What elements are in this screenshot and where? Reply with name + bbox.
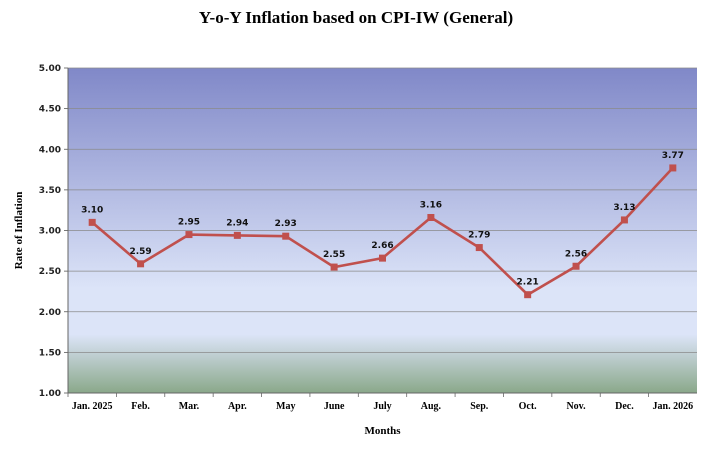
- data-label: 2.21: [517, 278, 539, 288]
- data-label: 3.13: [613, 203, 635, 213]
- data-point: [282, 232, 290, 240]
- x-tick-labels: Jan. 2025 Feb. Mar. Apr. May June July Aug. Sep.…: [67, 393, 694, 412]
- data-label: 2.56: [565, 249, 587, 259]
- y-tick-label: 1.00: [39, 389, 61, 399]
- x-tick-label: Apr.: [228, 401, 247, 412]
- data-point: [620, 216, 628, 224]
- data-label: 3.10: [81, 205, 103, 215]
- chart-title: Y-o-Y Inflation based on CPI-IW (General…: [198, 8, 514, 27]
- data-point: [88, 218, 96, 226]
- data-label: 2.79: [468, 231, 490, 241]
- data-point: [379, 254, 386, 262]
- data-label: 2.93: [275, 219, 297, 229]
- y-tick-labels: 1.00 1.50 2.00 2.50 3.00 3.50 4.00 4.50 5.00: [39, 64, 61, 399]
- y-tick-label: 3.50: [39, 186, 61, 196]
- x-tick-label: Dec.: [615, 401, 634, 412]
- data-point: [669, 164, 677, 172]
- data-point: [330, 263, 338, 271]
- data-label: 2.66: [371, 241, 393, 251]
- y-tick-label: 3.00: [39, 227, 61, 237]
- data-point: [524, 291, 532, 299]
- data-label: 2.55: [323, 250, 345, 260]
- data-point: [572, 262, 580, 270]
- x-tick-label: June: [324, 401, 345, 412]
- data-point: [233, 231, 241, 239]
- x-tick-label: Jan. 2025: [72, 401, 113, 412]
- data-label: 3.16: [420, 201, 442, 211]
- y-axis-title: Rate of Inflation: [13, 192, 25, 270]
- x-tick-label: July: [373, 401, 391, 412]
- data-point: [427, 214, 435, 221]
- data-point: [185, 231, 193, 239]
- x-tick-label: Mar.: [179, 401, 200, 412]
- x-axis-title: Months: [364, 425, 401, 437]
- x-tick-label: Sep.: [470, 401, 489, 412]
- x-tick-label: Aug.: [421, 401, 442, 412]
- y-tick-label: 2.00: [39, 308, 61, 318]
- data-label: 2.94: [226, 218, 248, 228]
- x-tick-label: Oct.: [519, 401, 538, 412]
- data-label: 3.77: [662, 151, 684, 161]
- data-label: 2.59: [129, 247, 151, 257]
- x-tick-label: Nov.: [566, 401, 586, 412]
- x-tick-label: Jan. 2026: [653, 401, 694, 412]
- data-label: 2.95: [178, 218, 200, 228]
- y-tick-label: 1.50: [39, 348, 61, 358]
- x-tick-label: May: [276, 401, 295, 412]
- x-tick-label: Feb.: [131, 401, 150, 412]
- data-point: [475, 244, 483, 252]
- y-tick-label: 4.50: [39, 105, 61, 115]
- data-labels: 3.10 2.59 2.95 2.94 2.93 2.55 2.66 3.16 2.79 2.21…: [81, 151, 684, 288]
- y-tick-label: 4.00: [39, 145, 61, 155]
- y-tick-label: 5.00: [39, 64, 61, 74]
- series-markers: [88, 164, 677, 299]
- gridlines: [64, 67, 697, 394]
- y-tick-label: 2.50: [39, 267, 61, 277]
- data-point: [137, 260, 145, 268]
